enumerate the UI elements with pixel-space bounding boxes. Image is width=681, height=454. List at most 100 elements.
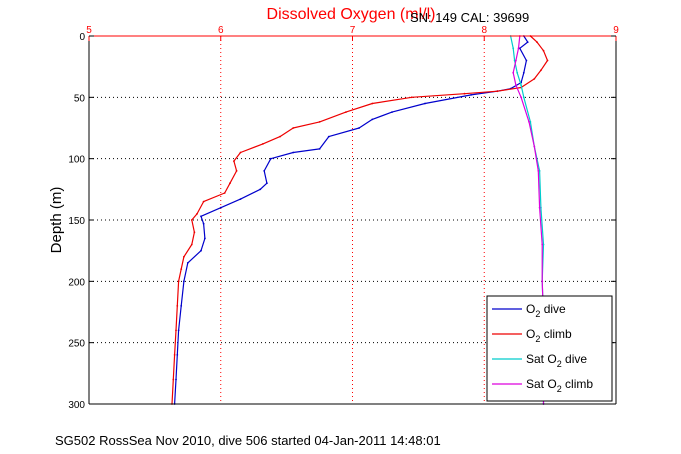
series-point-o2_dive <box>263 170 266 172</box>
series-point-o2_dive <box>391 111 393 113</box>
series-point-o2_dive <box>219 206 222 209</box>
series-point-sat_climb <box>538 206 541 209</box>
series-point-sat_dive <box>538 170 541 172</box>
chart-title: Dissolved Oxygen (ml/l) <box>267 6 436 23</box>
series-point-o2_climb <box>229 182 231 185</box>
x-tick-label: 6 <box>218 25 224 36</box>
series-point-o2_dive <box>200 249 202 252</box>
series-point-o2_dive <box>518 47 521 50</box>
series-point-o2_dive <box>175 378 177 381</box>
series-point-sat_climb <box>541 280 544 283</box>
series-point-o2_dive <box>266 182 268 185</box>
series-point-sat_dive <box>520 84 522 86</box>
series-point-o2_climb <box>235 170 238 172</box>
series-point-o2_climb <box>190 243 193 246</box>
series-point-o2_dive <box>525 59 528 62</box>
series-point-sat_climb <box>537 170 540 172</box>
series-point-o2_climb <box>202 200 205 203</box>
legend-label-sat_climb: Sat O2 climb <box>526 377 593 394</box>
series-point-sat_dive <box>512 47 515 50</box>
series-point-o2_climb <box>533 78 536 80</box>
series-point-o2_dive <box>202 222 205 225</box>
series-point-sat_climb <box>512 71 515 74</box>
series-point-sat_climb <box>515 84 517 86</box>
series-point-o2_dive <box>292 151 295 154</box>
series-point-o2_dive <box>327 135 330 138</box>
series-point-o2_climb <box>546 59 549 62</box>
x-tick-label: 7 <box>350 25 356 36</box>
series-point-o2_dive <box>177 329 180 332</box>
series-point-o2_dive <box>318 148 321 150</box>
series-point-o2_dive <box>204 237 206 240</box>
y-tick-label: 200 <box>68 277 85 288</box>
series-point-sat_climb <box>520 96 522 99</box>
y-tick-label: 150 <box>68 216 85 227</box>
series-point-o2_climb <box>279 135 281 138</box>
series-point-sat_climb <box>528 121 530 123</box>
series-point-sat_dive <box>516 71 519 74</box>
series-point-o2_climb <box>262 143 264 145</box>
series-point-o2_climb <box>318 121 321 123</box>
series-point-o2_climb <box>542 49 545 52</box>
series-point-sat_dive <box>540 206 542 209</box>
chart-footer: SG502 RossSea Nov 2010, dive 506 started… <box>55 433 441 448</box>
series-point-sat_dive <box>529 121 532 123</box>
series-point-sat_dive <box>542 243 545 246</box>
series-point-o2_climb <box>176 305 179 307</box>
legend-label-o2_dive: O2 dive <box>526 302 566 319</box>
series-point-o2_dive <box>424 102 426 105</box>
series-point-o2_dive <box>526 41 529 43</box>
legend-label-o2_climb: O2 climb <box>526 327 572 344</box>
series-point-o2_climb <box>345 111 347 113</box>
y-axis-label: Depth (m) <box>48 187 65 254</box>
series-point-o2_dive <box>522 71 525 74</box>
y-tick-label: 300 <box>68 400 85 411</box>
series-point-sat_climb <box>541 243 544 246</box>
series-point-o2_climb <box>233 160 235 163</box>
series-point-sat_dive <box>522 96 525 99</box>
series-point-o2_dive <box>239 198 242 201</box>
y-tick-label: 250 <box>68 339 85 350</box>
y-tick-label: 0 <box>79 32 85 43</box>
legend-label-sat_dive: Sat O2 dive <box>526 352 587 369</box>
series-point-o2_climb <box>180 268 183 270</box>
series-point-sat_dive <box>513 59 516 62</box>
series-point-o2_climb <box>190 219 193 221</box>
series-point-o2_dive <box>183 280 185 283</box>
series-point-o2_climb <box>496 90 499 93</box>
series-point-o2_dive <box>259 188 262 191</box>
y-tick-label: 100 <box>68 155 85 166</box>
series-point-o2_dive <box>200 215 202 218</box>
series-point-o2_climb <box>540 69 542 72</box>
series-point-o2_climb <box>410 96 413 99</box>
series-point-o2_climb <box>371 102 374 105</box>
series-point-o2_climb <box>193 231 196 234</box>
series-point-o2_climb <box>223 192 226 194</box>
series-point-o2_dive <box>180 305 183 307</box>
series-point-sat_climb <box>517 47 520 50</box>
series-point-o2_climb <box>183 255 185 258</box>
series-point-o2_climb <box>177 280 180 283</box>
x-tick-label: 8 <box>481 25 487 36</box>
series-point-o2_dive <box>371 118 374 121</box>
series-point-o2_climb <box>175 329 177 332</box>
series-point-o2_climb <box>196 213 198 215</box>
series-point-o2_dive <box>358 127 360 129</box>
series-point-o2_climb <box>172 378 175 381</box>
series-point-o2_climb <box>173 354 176 356</box>
series-point-o2_climb <box>536 41 538 43</box>
legend: O2 dive O2 climb Sat O2 dive Sat O2 climb <box>486 295 613 402</box>
series-point-o2_dive <box>176 354 179 356</box>
series-point-o2_dive <box>269 157 272 160</box>
series-point-o2_climb <box>239 151 242 154</box>
series-line-o2_climb <box>171 35 549 405</box>
series-point-o2_climb <box>292 127 295 129</box>
series-point-o2_dive <box>470 94 472 96</box>
series-point-o2_dive <box>186 262 189 264</box>
y-tick-label: 50 <box>74 93 86 104</box>
chart-header-right: SN: 149 CAL: 39699 <box>410 10 529 25</box>
x-tick-label: 5 <box>86 25 92 36</box>
series-point-sat_climb <box>515 59 517 62</box>
series-point-o2_climb <box>463 92 466 95</box>
